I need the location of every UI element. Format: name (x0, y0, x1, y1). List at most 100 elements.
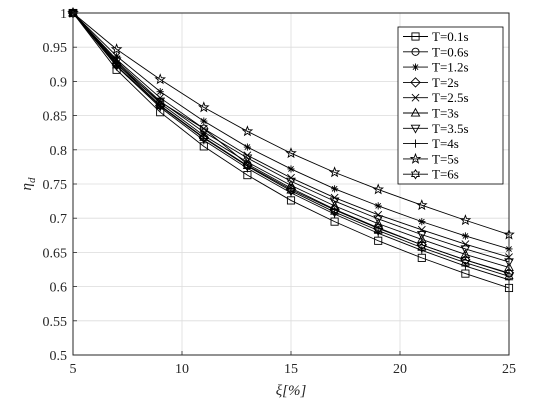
series-line (72, 12, 510, 289)
legend-label: T=3.5s (432, 121, 469, 136)
data-point (112, 60, 122, 71)
series-7 (68, 9, 514, 268)
legend-marker (410, 168, 421, 180)
legend-entry: T=6s (403, 167, 459, 182)
data-point (200, 117, 208, 125)
data-point (285, 147, 297, 159)
data-point (243, 143, 251, 151)
legend-entry: T=2.5s (403, 90, 469, 105)
series-layer (67, 6, 515, 293)
data-point (156, 88, 164, 96)
legend-entry: T=5s (403, 151, 459, 166)
data-point (331, 185, 339, 193)
legend-label: T=2.5s (432, 90, 469, 105)
data-point (416, 199, 428, 211)
data-point (417, 225, 426, 234)
legend-marker (410, 107, 421, 117)
legend-entry: T=2s (403, 75, 459, 90)
x-tick-label: 20 (393, 362, 407, 377)
x-tick-label: 15 (284, 362, 298, 377)
data-point (154, 73, 166, 85)
data-point (155, 100, 165, 112)
data-point (198, 128, 209, 138)
data-point (242, 160, 252, 172)
x-tick-label: 25 (502, 362, 516, 377)
legend-label: T=0.1s (432, 29, 469, 44)
data-point (155, 97, 166, 107)
y-tick-label: 0.85 (43, 110, 68, 125)
ticks: 5 10 15 20 25 0.5 0.55 0.6 0.65 0.7 0.75 0.8 0.85 0.9… (43, 7, 517, 377)
legend-box (397, 26, 504, 185)
data-point (199, 132, 209, 144)
legend: T=0.1sT=0.6sT=1.2sT=2sT=2.5sT=3sT=3.5sT=… (397, 26, 504, 185)
y-axis-title: ηd (19, 177, 38, 190)
data-point (329, 197, 340, 207)
data-point (461, 261, 470, 271)
data-point (460, 245, 471, 255)
data-point (372, 183, 384, 195)
legend-entry: T=1.2s (403, 60, 469, 75)
data-point (373, 215, 384, 225)
data-point (111, 57, 122, 67)
legend-marker (411, 93, 420, 102)
legend-marker (409, 152, 422, 164)
data-point (198, 101, 210, 113)
data-point (460, 257, 470, 268)
x-axis-title: ξ[%] (276, 383, 307, 399)
series-line (72, 12, 510, 236)
legend-marker (410, 77, 421, 88)
legend-label: T=2s (432, 75, 459, 90)
y-tick-label: 0.95 (43, 41, 68, 56)
series-line (72, 12, 510, 263)
data-point (416, 231, 427, 240)
legend-marker (411, 63, 420, 71)
legend-label: T=1.2s (432, 60, 469, 75)
data-point (286, 177, 296, 187)
legend-entry: T=3.5s (403, 121, 469, 136)
data-point (329, 200, 340, 210)
y-tick-label: 0.6 (50, 281, 68, 296)
data-point (110, 43, 123, 55)
y-tick-label: 0.55 (43, 315, 68, 330)
y-tick-label: 0.8 (50, 144, 68, 159)
legend-entry: T=0.6s (403, 44, 469, 59)
data-point (286, 180, 296, 189)
legend-marker (411, 139, 420, 148)
legend-label: T=0.6s (432, 44, 469, 59)
legend-label: T=4s (432, 136, 459, 151)
y-tick-label: 1 (60, 7, 67, 22)
data-point (330, 206, 340, 218)
series-line (72, 12, 510, 277)
data-point (241, 125, 254, 137)
legend-label: T=5s (432, 151, 459, 166)
data-point (287, 165, 295, 173)
y-tick-label: 0.5 (50, 349, 68, 364)
data-point (113, 52, 121, 60)
data-point (328, 166, 341, 178)
y-tick-label: 0.9 (50, 75, 68, 90)
legend-marker (411, 32, 420, 41)
y-tick-label: 0.65 (43, 246, 68, 261)
data-point (286, 185, 296, 197)
data-point (418, 218, 426, 226)
data-point (461, 232, 469, 240)
legend-entry: T=0.1s (403, 29, 469, 44)
x-tick-label: 5 (70, 362, 77, 377)
legend-label: T=3s (432, 106, 459, 121)
legend-entry: T=4s (403, 136, 459, 151)
data-point (374, 210, 383, 219)
legend-entry: T=3s (403, 106, 459, 121)
y-tick-label: 0.75 (43, 178, 68, 193)
x-tick-label: 10 (175, 362, 189, 377)
data-point (461, 240, 470, 249)
data-point (417, 242, 427, 253)
data-point (242, 154, 253, 164)
legend-marker (410, 124, 421, 134)
y-tick-label: 0.7 (50, 212, 68, 227)
data-point (373, 225, 383, 236)
legend-label: T=6s (432, 167, 459, 182)
data-point (374, 202, 382, 210)
legend-marker (411, 47, 420, 56)
data-point (459, 214, 472, 226)
